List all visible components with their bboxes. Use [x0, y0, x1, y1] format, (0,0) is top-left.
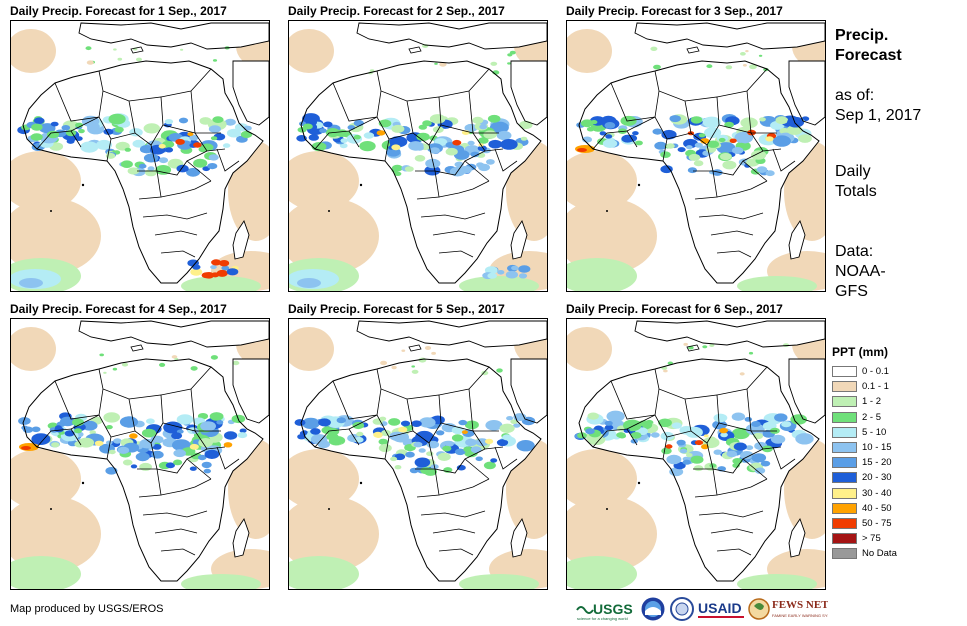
- sidebar-heading: Precip. Forecast: [835, 26, 902, 66]
- seal-logo: [670, 597, 694, 621]
- totals-line: Daily: [835, 163, 871, 180]
- legend-item: > 75: [832, 532, 888, 547]
- panel-title: Daily Precip. Forecast for 5 Sep., 2017: [288, 302, 505, 316]
- legend-swatch: [832, 517, 857, 529]
- legend-swatch: [832, 366, 857, 377]
- legend-swatch: [832, 411, 857, 423]
- legend-label: > 75: [862, 533, 881, 545]
- legend-item: 20 - 30: [832, 471, 892, 486]
- legend-label: 15 - 20: [862, 457, 892, 469]
- legend-swatch: [832, 381, 857, 393]
- panel-title: Daily Precip. Forecast for 3 Sep., 2017: [566, 4, 783, 18]
- legend-swatch: [832, 533, 857, 545]
- precip-map: [566, 318, 826, 590]
- legend-swatch: [832, 457, 857, 469]
- ppt-legend: PPT (mm) 0 - 0.1 0.1 - 1 1 - 2 2 - 5 5 - 10 1…: [832, 345, 897, 562]
- legend-rows: 0 - 0.1 0.1 - 1 1 - 2 2 - 5 5 - 10 10 - 15 15 …: [832, 365, 897, 562]
- precip-map: [10, 318, 270, 590]
- legend-title: PPT (mm): [832, 345, 889, 359]
- legend-label: 0.1 - 1: [862, 381, 889, 393]
- credit-text: Map produced by USGS/EROS: [10, 603, 164, 615]
- legend-swatch: [832, 441, 857, 453]
- svg-text:FAMINE EARLY WARNING SYSTEMS N: FAMINE EARLY WARNING SYSTEMS NETWORK: [772, 613, 828, 618]
- sidebar-data-source: Data: NOAA- GFS: [835, 242, 886, 302]
- legend-item: 15 - 20: [832, 456, 892, 471]
- svg-text:science for a changing world: science for a changing world: [577, 616, 628, 621]
- legend-item: 1 - 2: [832, 395, 888, 410]
- svg-text:USAID: USAID: [698, 600, 742, 616]
- noaa-logo: [641, 597, 665, 621]
- fewsnet-logo: FEWS NET FAMINE EARLY WARNING SYSTEMS NE…: [748, 598, 828, 620]
- legend-swatch: [832, 472, 857, 484]
- usaid-logo: USAID: [698, 600, 744, 618]
- panel-title: Daily Precip. Forecast for 2 Sep., 2017: [288, 4, 505, 18]
- svg-text:FEWS NET: FEWS NET: [772, 599, 828, 611]
- data-line: NOAA-: [835, 263, 886, 280]
- precip-map: [566, 20, 826, 292]
- legend-swatch: [832, 548, 857, 560]
- legend-item: 40 - 50: [832, 502, 892, 517]
- precip-map: [288, 20, 548, 292]
- heading-line: Precip.: [835, 27, 889, 44]
- legend-swatch: [832, 502, 857, 514]
- totals-line: Totals: [835, 183, 877, 200]
- legend-label: 30 - 40: [862, 487, 892, 499]
- sidebar-totals: Daily Totals: [835, 162, 877, 202]
- asof-label: as of:: [835, 87, 875, 104]
- legend-item: 30 - 40: [832, 487, 892, 502]
- usgs-logo: USGS science for a changing world: [576, 601, 633, 621]
- legend-item: 0 - 0.1: [832, 365, 889, 380]
- svg-text:USGS: USGS: [593, 601, 633, 617]
- sidebar-asof: as of: Sep 1, 2017: [835, 86, 921, 126]
- legend-swatch: [832, 396, 857, 408]
- legend-item: No Data: [832, 547, 897, 562]
- panel-title: Daily Precip. Forecast for 4 Sep., 2017: [10, 302, 227, 316]
- legend-swatch: [832, 487, 857, 499]
- legend-item: 5 - 10: [832, 426, 888, 441]
- legend-label: 10 - 15: [862, 441, 892, 453]
- legend-item: 50 - 75: [832, 517, 892, 532]
- legend-item: 2 - 5: [832, 411, 888, 426]
- data-line: GFS: [835, 283, 868, 300]
- data-line: Data:: [835, 243, 874, 260]
- legend-label: No Data: [862, 548, 897, 560]
- legend-label: 50 - 75: [862, 517, 892, 529]
- legend-label: 2 - 5: [862, 411, 882, 423]
- precip-map: [10, 20, 270, 292]
- legend-label: 1 - 2: [862, 396, 882, 408]
- panel-title: Daily Precip. Forecast for 1 Sep., 2017: [10, 4, 227, 18]
- precip-map: [288, 318, 548, 590]
- legend-item: 0.1 - 1: [832, 380, 889, 395]
- legend-label: 5 - 10: [862, 426, 887, 438]
- legend-label: 20 - 30: [862, 472, 892, 484]
- panel-title: Daily Precip. Forecast for 6 Sep., 2017: [566, 302, 783, 316]
- legend-swatch: [832, 426, 857, 438]
- legend-label: 40 - 50: [862, 502, 892, 514]
- asof-date: Sep 1, 2017: [835, 107, 922, 124]
- heading-line: Forecast: [835, 47, 902, 64]
- legend-item: 10 - 15: [832, 441, 892, 456]
- legend-label: 0 - 0.1: [862, 366, 889, 377]
